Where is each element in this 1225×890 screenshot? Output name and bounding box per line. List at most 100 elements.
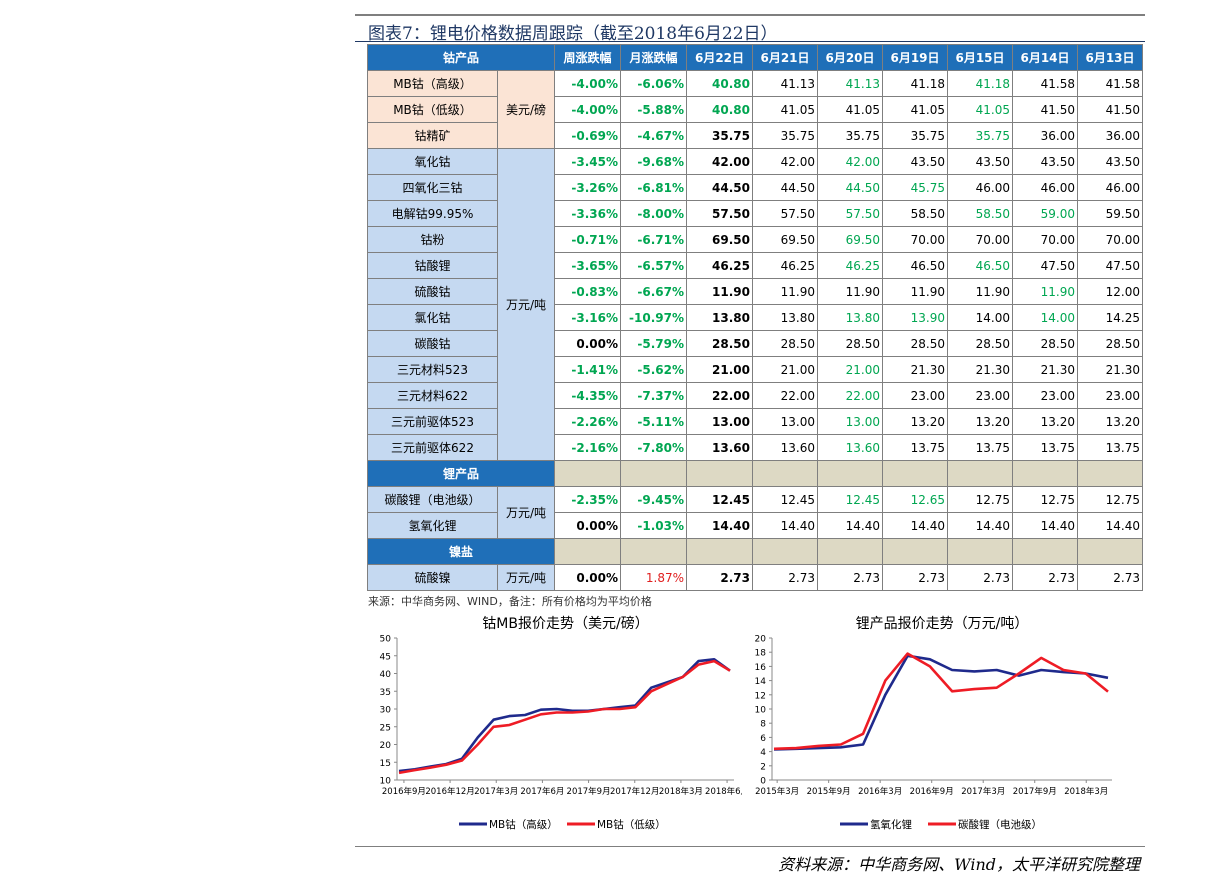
price-cell: 40.80 (686, 70, 753, 97)
table-row: 三元前驱体622 -2.16% -7.80% 13.60 13.60 13.60 13.75… (367, 434, 1143, 461)
section-blank (686, 538, 753, 565)
price-cell: 69.50 (752, 226, 818, 253)
unit-cell: 万元/吨 (497, 564, 555, 591)
section-row: 镍盐 (367, 538, 1143, 565)
series-line (773, 652, 1109, 751)
price-cell: 13.80 (817, 304, 883, 331)
header-cell: 6月22日 (686, 44, 753, 71)
y-tick-label: 15 (380, 759, 391, 769)
monthly-change: -6.67% (620, 278, 687, 305)
price-cell: 14.40 (1077, 512, 1143, 539)
product-name: 三元前驱体622 (367, 434, 498, 461)
table-row: 氢氧化锂 0.00% -1.03% 14.40 14.40 14.40 14.40 14.40… (367, 512, 1143, 539)
table-row: 碳酸锂（电池级） 万元/吨 -2.35% -9.45% 12.45 12.45 12.45 1… (367, 486, 1143, 539)
price-cell: 13.75 (882, 434, 948, 461)
header-cell: 6月21日 (752, 44, 818, 71)
price-cell: 13.75 (1012, 434, 1078, 461)
price-cell: 28.50 (1012, 330, 1078, 357)
monthly-change: 1.87% (620, 564, 687, 591)
y-tick-label: 16 (755, 663, 767, 673)
x-tick-label: 2016年9月 (910, 786, 954, 797)
price-cell: 23.00 (947, 382, 1013, 409)
price-cell: 35.75 (947, 122, 1013, 149)
product-name: 氢氧化锂 (367, 512, 498, 539)
price-cell: 46.25 (752, 252, 818, 279)
y-tick-label: 4 (760, 748, 766, 758)
monthly-change: -6.06% (620, 70, 687, 97)
weekly-change: 0.00% (554, 330, 621, 357)
price-cell: 41.18 (947, 70, 1013, 97)
monthly-change: -7.80% (620, 434, 687, 461)
price-cell: 21.30 (1012, 356, 1078, 383)
x-tick-label: 2016年9月 (382, 786, 426, 797)
price-cell: 41.05 (817, 96, 883, 123)
price-cell: 45.75 (882, 174, 948, 201)
price-cell: 12.75 (947, 486, 1013, 513)
product-name: 钴酸锂 (367, 252, 498, 279)
monthly-change: -9.45% (620, 486, 687, 513)
price-cell: 13.60 (686, 434, 753, 461)
product-name: 氧化钴 (367, 148, 498, 175)
price-cell: 41.13 (817, 70, 883, 97)
price-cell: 35.75 (752, 122, 818, 149)
x-tick-label: 2017年6月 (520, 786, 564, 797)
price-cell: 11.90 (1012, 278, 1078, 305)
x-tick-label: 2017年9月 (1013, 786, 1057, 797)
product-name: 钴精矿 (367, 122, 498, 149)
y-tick-label: 25 (380, 723, 391, 733)
x-tick-label: 2017年3月 (961, 786, 1005, 797)
price-cell: 41.50 (1012, 96, 1078, 123)
price-cell: 59.00 (1012, 200, 1078, 227)
weekly-change: 0.00% (554, 564, 621, 591)
table-row: 三元材料523 -1.41% -5.62% 21.00 21.00 21.00 21.30 2… (367, 356, 1143, 383)
monthly-change: -5.11% (620, 408, 687, 435)
legend-label: MB钴（低级） (597, 818, 666, 831)
price-cell: 22.00 (752, 382, 818, 409)
section-blank (817, 538, 883, 565)
price-cell: 35.75 (686, 122, 753, 149)
x-tick-label: 2016年3月 (858, 786, 902, 797)
price-cell: 13.00 (686, 408, 753, 435)
price-cell: 41.05 (947, 96, 1013, 123)
product-name: 硫酸钴 (367, 278, 498, 305)
section-label: 镍盐 (367, 538, 555, 565)
table-row: 钴酸锂 -3.65% -6.57% 46.25 46.25 46.25 46.50 46.50… (367, 252, 1143, 279)
legend-label: 碳酸锂（电池级） (958, 818, 1042, 831)
product-name: MB钴（高级） (367, 70, 498, 97)
price-cell: 44.50 (752, 174, 818, 201)
unit-cell: 万元/吨 (497, 486, 555, 539)
header-cell: 6月13日 (1077, 44, 1143, 71)
monthly-change: -6.57% (620, 252, 687, 279)
price-cell: 28.50 (752, 330, 818, 357)
price-cell: 23.00 (1077, 382, 1143, 409)
price-cell: 11.90 (947, 278, 1013, 305)
price-cell: 41.58 (1012, 70, 1078, 97)
section-blank (1077, 538, 1143, 565)
section-row: 锂产品 (367, 460, 1143, 487)
y-tick-label: 18 (755, 649, 767, 659)
price-cell: 47.50 (1077, 252, 1143, 279)
y-tick-label: 20 (380, 741, 392, 751)
y-tick-label: 45 (380, 652, 391, 662)
product-name: MB钴（低级） (367, 96, 498, 123)
weekly-change: -4.00% (554, 70, 621, 97)
price-table: 钴产品 周涨跌幅 月涨跌幅 6月22日 6月21日 6月20日 6月19日 6月15日 6月14… (367, 44, 1143, 591)
x-tick-label: 2017年9月 (567, 786, 611, 797)
section-blank (620, 538, 687, 565)
price-cell: 14.40 (817, 512, 883, 539)
price-cell: 11.90 (882, 278, 948, 305)
price-cell: 21.30 (882, 356, 948, 383)
price-cell: 2.73 (686, 564, 753, 591)
legend-label: 氢氧化锂 (870, 818, 912, 831)
price-cell: 12.65 (882, 486, 948, 513)
price-cell: 69.50 (686, 226, 753, 253)
price-cell: 13.90 (882, 304, 948, 331)
monthly-change: -5.62% (620, 356, 687, 383)
weekly-change: -4.00% (554, 96, 621, 123)
price-cell: 69.50 (817, 226, 883, 253)
price-cell: 21.00 (817, 356, 883, 383)
price-cell: 41.13 (752, 70, 818, 97)
price-cell: 28.50 (1077, 330, 1143, 357)
price-cell: 23.00 (882, 382, 948, 409)
price-cell: 43.50 (882, 148, 948, 175)
